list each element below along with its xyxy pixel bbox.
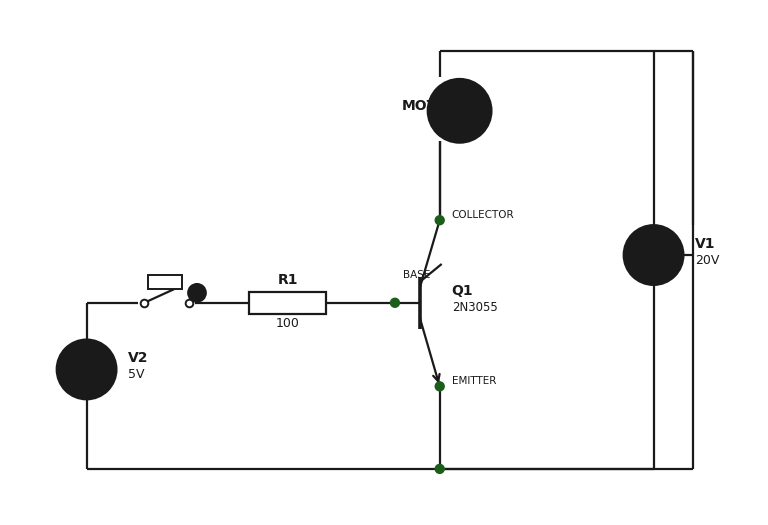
Text: +: + [71,351,84,370]
Text: +: + [637,237,651,255]
Text: 20V: 20V [695,254,720,267]
Circle shape [457,108,462,114]
Text: i: i [196,288,198,298]
Circle shape [435,216,444,225]
Text: BASE: BASE [403,270,430,280]
Text: Q1: Q1 [452,284,473,298]
Circle shape [435,382,444,391]
Text: V1: V1 [695,237,716,251]
Circle shape [188,284,206,302]
Text: −: − [637,255,653,274]
Bar [148,275,182,289]
Text: MOTOR: MOTOR [402,99,460,113]
Text: V2: V2 [128,352,149,365]
Text: EMITTER: EMITTER [452,376,496,386]
Circle shape [57,340,117,400]
Circle shape [624,225,684,285]
Circle shape [435,465,444,474]
Text: R1: R1 [277,273,298,287]
Circle shape [428,79,492,143]
Text: 2N3055: 2N3055 [452,301,498,314]
Text: −: − [69,369,86,388]
Text: COLLECTOR: COLLECTOR [452,210,515,220]
Text: 100: 100 [276,317,300,330]
Text: 5V: 5V [128,368,145,381]
Circle shape [390,298,399,307]
Bar [249,292,326,314]
